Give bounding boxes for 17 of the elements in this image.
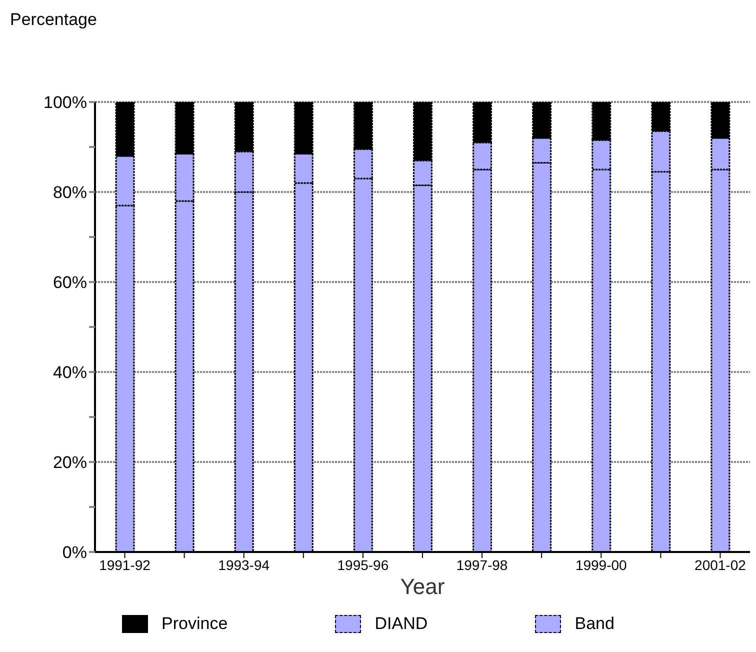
y-tick-label: 40% (52, 363, 87, 382)
y-tick-label: 20% (52, 453, 87, 472)
y-tick-label: 60% (52, 273, 87, 292)
x-tick-label: 1997-98 (456, 556, 508, 573)
x-tick-label: 1999-00 (575, 556, 628, 573)
y-tick-label: 80% (52, 183, 87, 202)
x-tick-label: 1995-96 (337, 556, 389, 573)
y-tick-label: 0% (62, 543, 87, 562)
y-axis-title: Percentage (10, 10, 97, 30)
x-tick-label: 2001-02 (694, 556, 746, 573)
x-tick-label: 1993-94 (218, 556, 270, 573)
x-axis-title: Year (400, 574, 445, 599)
legend-label: Band (574, 614, 614, 634)
legend-label: Province (162, 614, 228, 634)
legend-label: DIAND (374, 614, 428, 634)
x-tick-label: 1991-92 (99, 556, 151, 573)
y-tick-label: 100% (44, 93, 87, 112)
